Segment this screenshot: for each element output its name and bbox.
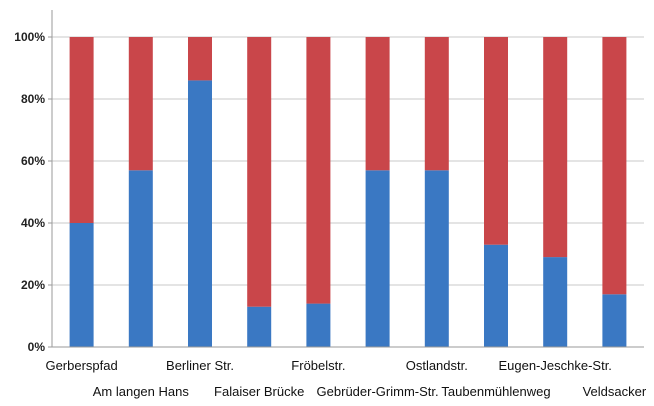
bar-segment-red xyxy=(128,37,153,171)
x-category-label: Fröbelstr. xyxy=(291,358,345,373)
bar-segment-red xyxy=(365,37,390,171)
bar-segment-blue xyxy=(247,306,272,347)
bar-segment-blue xyxy=(543,257,568,347)
y-tick-label: 100% xyxy=(14,30,45,44)
x-category-label: Berliner Str. xyxy=(166,358,234,373)
x-category-label: Falaiser Brücke xyxy=(214,384,304,399)
y-tick-label: 80% xyxy=(21,92,45,106)
x-category-label: Ostlandstr. xyxy=(406,358,468,373)
x-axis: Gerberspfad Am langen Hans Berliner Str. Fa… xyxy=(45,346,647,399)
bar-segment-red xyxy=(424,37,449,171)
x-category-label: Veldsacker xyxy=(583,384,647,399)
x-category-label: Taubenmühlenweg xyxy=(441,384,550,399)
bar-segment-blue xyxy=(306,303,331,347)
y-tick-label: 20% xyxy=(21,278,45,292)
bar-segment-blue xyxy=(424,170,449,347)
bar-segment-blue xyxy=(188,80,212,348)
y-axis: 0% 20% 40% 60% 80% 100% xyxy=(14,10,53,354)
bar-segment-red xyxy=(543,37,568,258)
bar-segment-red xyxy=(188,37,212,81)
bar-segment-blue xyxy=(484,244,508,347)
x-category-label: Eugen-Jeschke-Str. xyxy=(498,358,611,373)
bar-segment-blue xyxy=(69,223,94,347)
y-tick-label: 0% xyxy=(28,340,46,354)
bar-segment-red xyxy=(306,37,331,304)
x-category-label: Gebrüder-Grimm-Str. xyxy=(317,384,439,399)
y-tick-label: 40% xyxy=(21,216,45,230)
bar-segment-red xyxy=(69,37,94,223)
x-category-label: Gerberspfad xyxy=(45,358,117,373)
bars xyxy=(69,37,627,348)
bar-segment-blue xyxy=(365,170,390,347)
bar-segment-red xyxy=(602,37,627,295)
bar-segment-red xyxy=(484,37,508,245)
x-category-label: Am langen Hans xyxy=(93,384,190,399)
y-tick-label: 60% xyxy=(21,154,45,168)
bar-segment-blue xyxy=(128,170,153,347)
bar-segment-red xyxy=(247,37,272,307)
bar-segment-blue xyxy=(602,294,627,347)
